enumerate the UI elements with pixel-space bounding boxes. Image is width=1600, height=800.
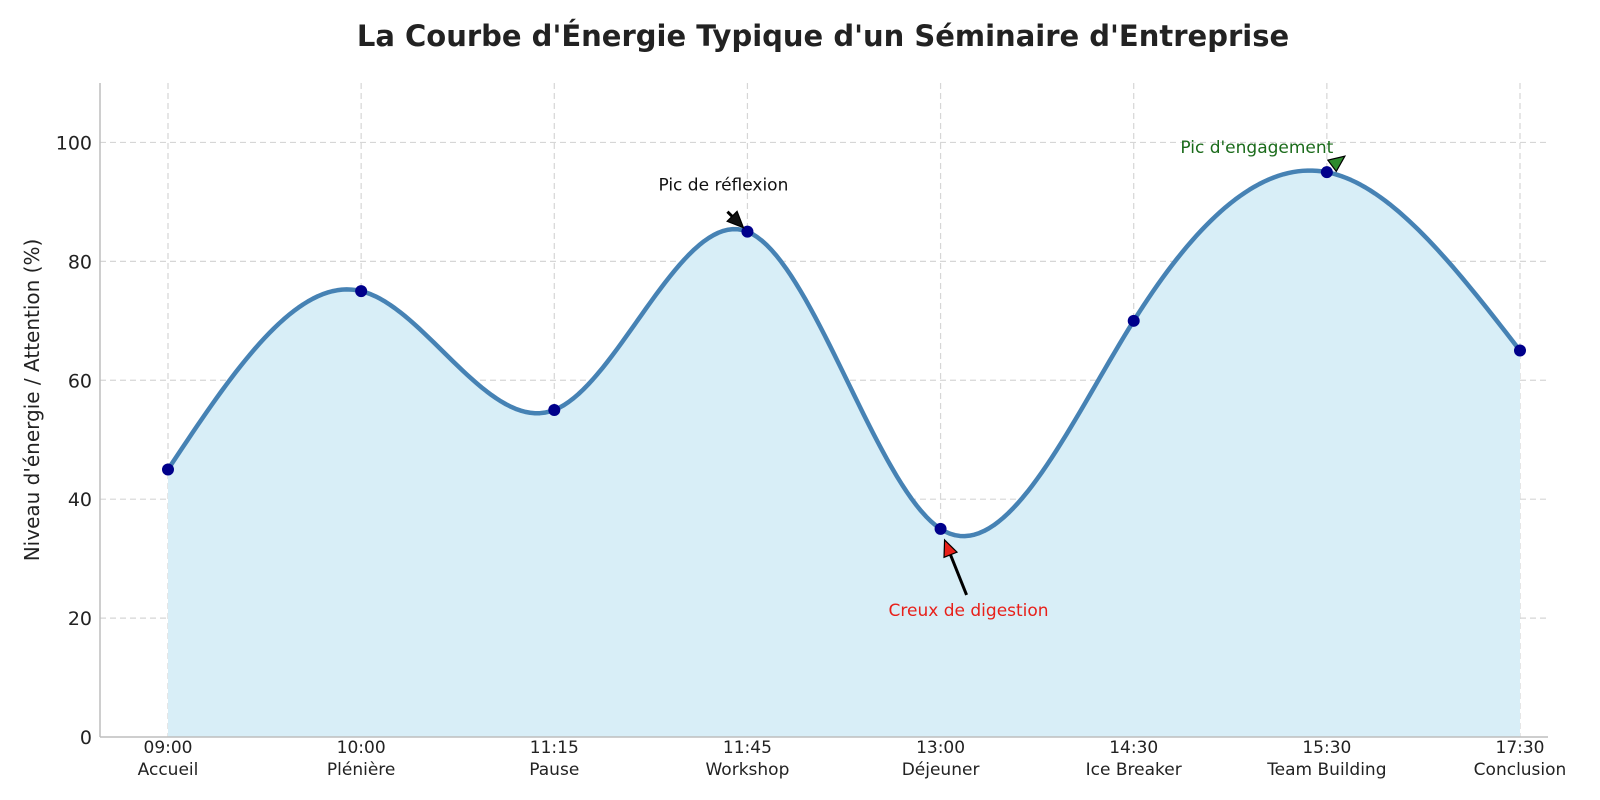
x-tick-label: Déjeuner [902, 760, 980, 780]
x-tick-time: 14:30 [1109, 738, 1158, 758]
x-tick-time: 11:15 [530, 738, 579, 758]
y-tick-label: 80 [68, 251, 92, 273]
annotation-arrow-head [726, 210, 745, 229]
axes [99, 83, 1548, 738]
area-fill [168, 170, 1520, 737]
annotation-arrow-shaft [726, 210, 734, 218]
x-tick-label: Plénière [327, 760, 395, 780]
annotation-label: Pic de réflexion [658, 176, 788, 196]
y-tick-label: 40 [68, 489, 92, 511]
x-tick-time: 17:30 [1496, 738, 1545, 758]
x-tick-label: Team Building [1266, 760, 1386, 780]
x-tick-label: Ice Breaker [1086, 760, 1182, 780]
data-point [162, 463, 174, 476]
data-point [1514, 344, 1526, 357]
annotation-label: Creux de digestion [889, 601, 1049, 621]
y-tick-label: 20 [68, 608, 92, 630]
x-tick-time: 15:30 [1302, 738, 1351, 758]
data-point [1320, 166, 1333, 179]
x-tick-label: Pause [529, 760, 579, 780]
data-points [162, 166, 1526, 535]
annotations: Pic de réflexion Creux de digestion Pic d'… [658, 138, 1347, 621]
x-tick-time: 09:00 [144, 738, 193, 758]
data-point [548, 404, 561, 416]
series-line-layer [165, 168, 1523, 539]
annotation-arrow-shaft [949, 554, 968, 596]
data-point [355, 285, 368, 298]
x-tick-time: 11:45 [723, 738, 772, 758]
data-point [1127, 314, 1140, 327]
x-tick-label: Accueil [138, 760, 199, 780]
annotation-label: Pic d'engagement [1180, 138, 1333, 158]
annotation-arrow-head [943, 538, 959, 559]
area-under-curve [168, 170, 1520, 737]
y-tick-labels: 0 20 40 60 80 100 [56, 132, 92, 749]
x-tick-label: Conclusion [1474, 760, 1567, 780]
annotation-arrow-head [1326, 155, 1347, 173]
chart-title: La Courbe d'Énergie Typique d'un Séminai… [357, 19, 1289, 53]
series-line [165, 168, 1523, 539]
y-tick-label: 0 [80, 727, 92, 749]
x-tick-label: Workshop [705, 760, 789, 780]
y-axis-label: Niveau d'énergie / Attention (%) [20, 239, 44, 562]
x-tick-time: 13:00 [916, 738, 965, 758]
data-point [934, 522, 947, 535]
y-tick-label: 60 [68, 370, 92, 392]
x-tick-time: 10:00 [337, 738, 386, 758]
y-tick-label: 100 [56, 132, 92, 154]
